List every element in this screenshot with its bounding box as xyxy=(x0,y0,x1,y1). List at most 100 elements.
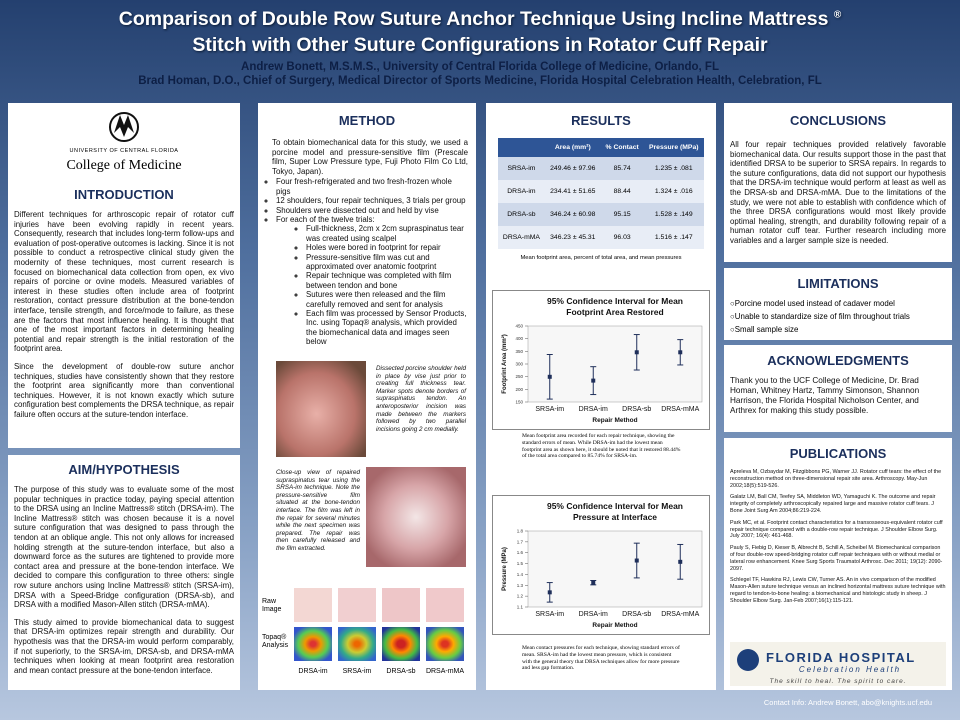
chart-caption: Mean contact pressures for each techniqu… xyxy=(522,645,680,672)
bullet: 12 shoulders, four repair techniques, 3 … xyxy=(276,196,468,205)
table-cell: 1.324 ± .016 xyxy=(643,180,704,203)
x-tick-label: DRSA-sb xyxy=(622,406,651,413)
paragraph: The purpose of this study was to evaluat… xyxy=(14,485,234,610)
x-tick-label: DRSA-sb xyxy=(622,611,651,618)
ucf-logo: UNIVERSITY OF CENTRAL FLORIDA College of… xyxy=(66,112,182,173)
paragraph: To obtain biomechanical data for this st… xyxy=(272,138,468,176)
y-tick-label: 350 xyxy=(515,349,523,354)
limitation-text: Small sample size xyxy=(734,325,799,334)
section-heading: PUBLICATIONS xyxy=(789,446,887,461)
sub-bullet: Pressure-sensitive film was cut and appr… xyxy=(306,253,468,272)
mean-point xyxy=(634,558,639,563)
raw-film xyxy=(426,588,464,622)
fh-logo: FLORIDA HOSPITAL Celebration Health The … xyxy=(730,642,946,686)
table-cell: 85.74 xyxy=(600,157,644,180)
bullet: For each of the twelve trials: Full-thic… xyxy=(276,215,468,347)
y-tick-label: 1.5 xyxy=(517,561,524,566)
sub-bullet: Holes were bored in footprint for repair xyxy=(306,243,468,252)
author: Brad Homan, D.O., Chief of Surgery, Medi… xyxy=(138,75,822,87)
reference: Schlegel TF, Hawkins RJ, Lewis CW, Turne… xyxy=(730,577,946,604)
topaq-map xyxy=(294,627,332,661)
paragraph: This study aimed to provide biomechanica… xyxy=(14,617,234,675)
sub-list: Full-thickness, 2cm x 2cm supraspinatus … xyxy=(276,224,468,346)
image-label: DRSA-mMA xyxy=(425,668,465,675)
table-cell: 95.15 xyxy=(600,203,644,226)
limitations-list: ○Porcine model used instead of cadaver m… xyxy=(730,297,946,336)
table-cell: 96.03 xyxy=(600,226,644,249)
logo-college: College of Medicine xyxy=(66,158,181,173)
column-header: Area (mm²) xyxy=(544,138,601,157)
row-label: Topaq® Analysis xyxy=(262,634,289,649)
table-row: DRSA-sb 346.24 ± 60.98 95.15 1.528 ± .149 xyxy=(498,203,704,226)
table-row: DRSA-im 234.41 ± 51.65 88.44 1.324 ± .016 xyxy=(498,180,704,203)
topaq-map xyxy=(426,627,464,661)
paragraph: All four repair techniques provided rela… xyxy=(730,140,946,245)
photo-shoulder xyxy=(276,361,366,457)
table-cell: 88.44 xyxy=(600,180,644,203)
table-cell: 1.235 ± .081 xyxy=(643,157,704,180)
mean-point xyxy=(591,378,596,383)
x-tick-label: SRSA-im xyxy=(535,611,564,618)
table-cell: DRSA-mMA xyxy=(498,226,545,249)
raw-film xyxy=(382,588,420,622)
paragraph: Different techniques for arthroscopic re… xyxy=(14,210,234,354)
x-tick-label: DRSA-im xyxy=(579,406,608,413)
mean-point xyxy=(634,350,639,355)
section-heading: METHOD xyxy=(338,113,396,128)
table-caption: Mean footprint area, percent of total ar… xyxy=(520,255,682,261)
table-row: SRSA-im 249.46 ± 97.96 85.74 1.235 ± .081 xyxy=(498,157,704,180)
plot-area xyxy=(527,530,703,608)
sub-bullet: Repair technique was completed with film… xyxy=(306,271,468,290)
y-tick-label: 200 xyxy=(515,387,523,392)
table-cell: SRSA-im xyxy=(498,157,545,180)
limitations-box: LIMITATIONS ○Porcine model used instead … xyxy=(724,268,952,340)
logo-tagline: The skill to heal. The spirit to care. xyxy=(770,678,907,685)
sub-bullet: Full-thickness, 2cm x 2cm supraspinatus … xyxy=(306,224,468,243)
mean-point xyxy=(591,580,596,585)
column-header xyxy=(498,138,545,157)
table-cell: 249.46 ± 97.96 xyxy=(544,157,601,180)
table-cell: 346.23 ± 45.31 xyxy=(544,226,601,249)
contact: Contact Info: Andrew Bonett, abo@knights… xyxy=(763,698,932,707)
image-label: SRSA-im xyxy=(342,668,372,675)
column-header: % Contact xyxy=(600,138,644,157)
y-axis-label: Footprint Area (mm²) xyxy=(501,334,508,393)
y-tick-label: 1.2 xyxy=(517,594,524,599)
limitation: ○Small sample size xyxy=(730,325,799,334)
table-cell: 234.41 ± 51.65 xyxy=(544,180,601,203)
y-tick-label: 250 xyxy=(515,374,523,379)
section-heading: INTRODUCTION xyxy=(74,187,174,202)
y-tick-label: 450 xyxy=(515,324,523,329)
section-heading: RESULTS xyxy=(571,113,631,128)
table-cell: DRSA-im xyxy=(498,180,545,203)
sub-bullet: Sutures were then released and the film … xyxy=(306,290,468,309)
paragraph: Since the development of double-row sutu… xyxy=(14,361,234,419)
table-header-row: Area (mm²)% Contact Pressure (MPa) xyxy=(498,138,704,157)
y-tick-label: 150 xyxy=(515,400,523,405)
logo-sub: Celebration Health xyxy=(799,665,901,674)
limitation: ○Porcine model used instead of cadaver m… xyxy=(730,299,895,308)
chart: 95% Confidence Interval for MeanPressure… xyxy=(492,495,710,635)
row-label: Raw Image xyxy=(262,598,282,613)
method-box: METHOD To obtain biomechanical data for … xyxy=(258,103,476,690)
reference: Park MC, et al. Footprint contact charac… xyxy=(730,519,943,540)
table-cell: DRSA-sb xyxy=(498,203,545,226)
raw-film xyxy=(338,588,376,622)
y-axis-label: Pressure (MPa) xyxy=(502,547,508,591)
chart-title: 95% Confidence Interval for Mean xyxy=(547,501,683,511)
chart-title: Pressure at Interface xyxy=(573,512,657,522)
topaq-map xyxy=(382,627,420,661)
mean-point xyxy=(678,350,683,355)
image-label: DRSA-sb xyxy=(386,668,416,675)
sub-bullet: Each film was processed by Sensor Produc… xyxy=(306,309,468,347)
logo-university: UNIVERSITY OF CENTRAL FLORIDA xyxy=(70,148,179,154)
limitation: ○Unable to standardize size of film thro… xyxy=(730,312,910,321)
intro-box: UNIVERSITY OF CENTRAL FLORIDA College of… xyxy=(8,103,240,448)
section-heading: LIMITATIONS xyxy=(797,276,879,291)
table-cell: 1.516 ± .147 xyxy=(643,226,704,249)
mean-point xyxy=(547,590,552,595)
title-line: Stitch with Other Suture Configurations … xyxy=(192,34,768,56)
logo-emblem xyxy=(737,649,759,671)
y-tick-label: 1.6 xyxy=(517,550,524,555)
